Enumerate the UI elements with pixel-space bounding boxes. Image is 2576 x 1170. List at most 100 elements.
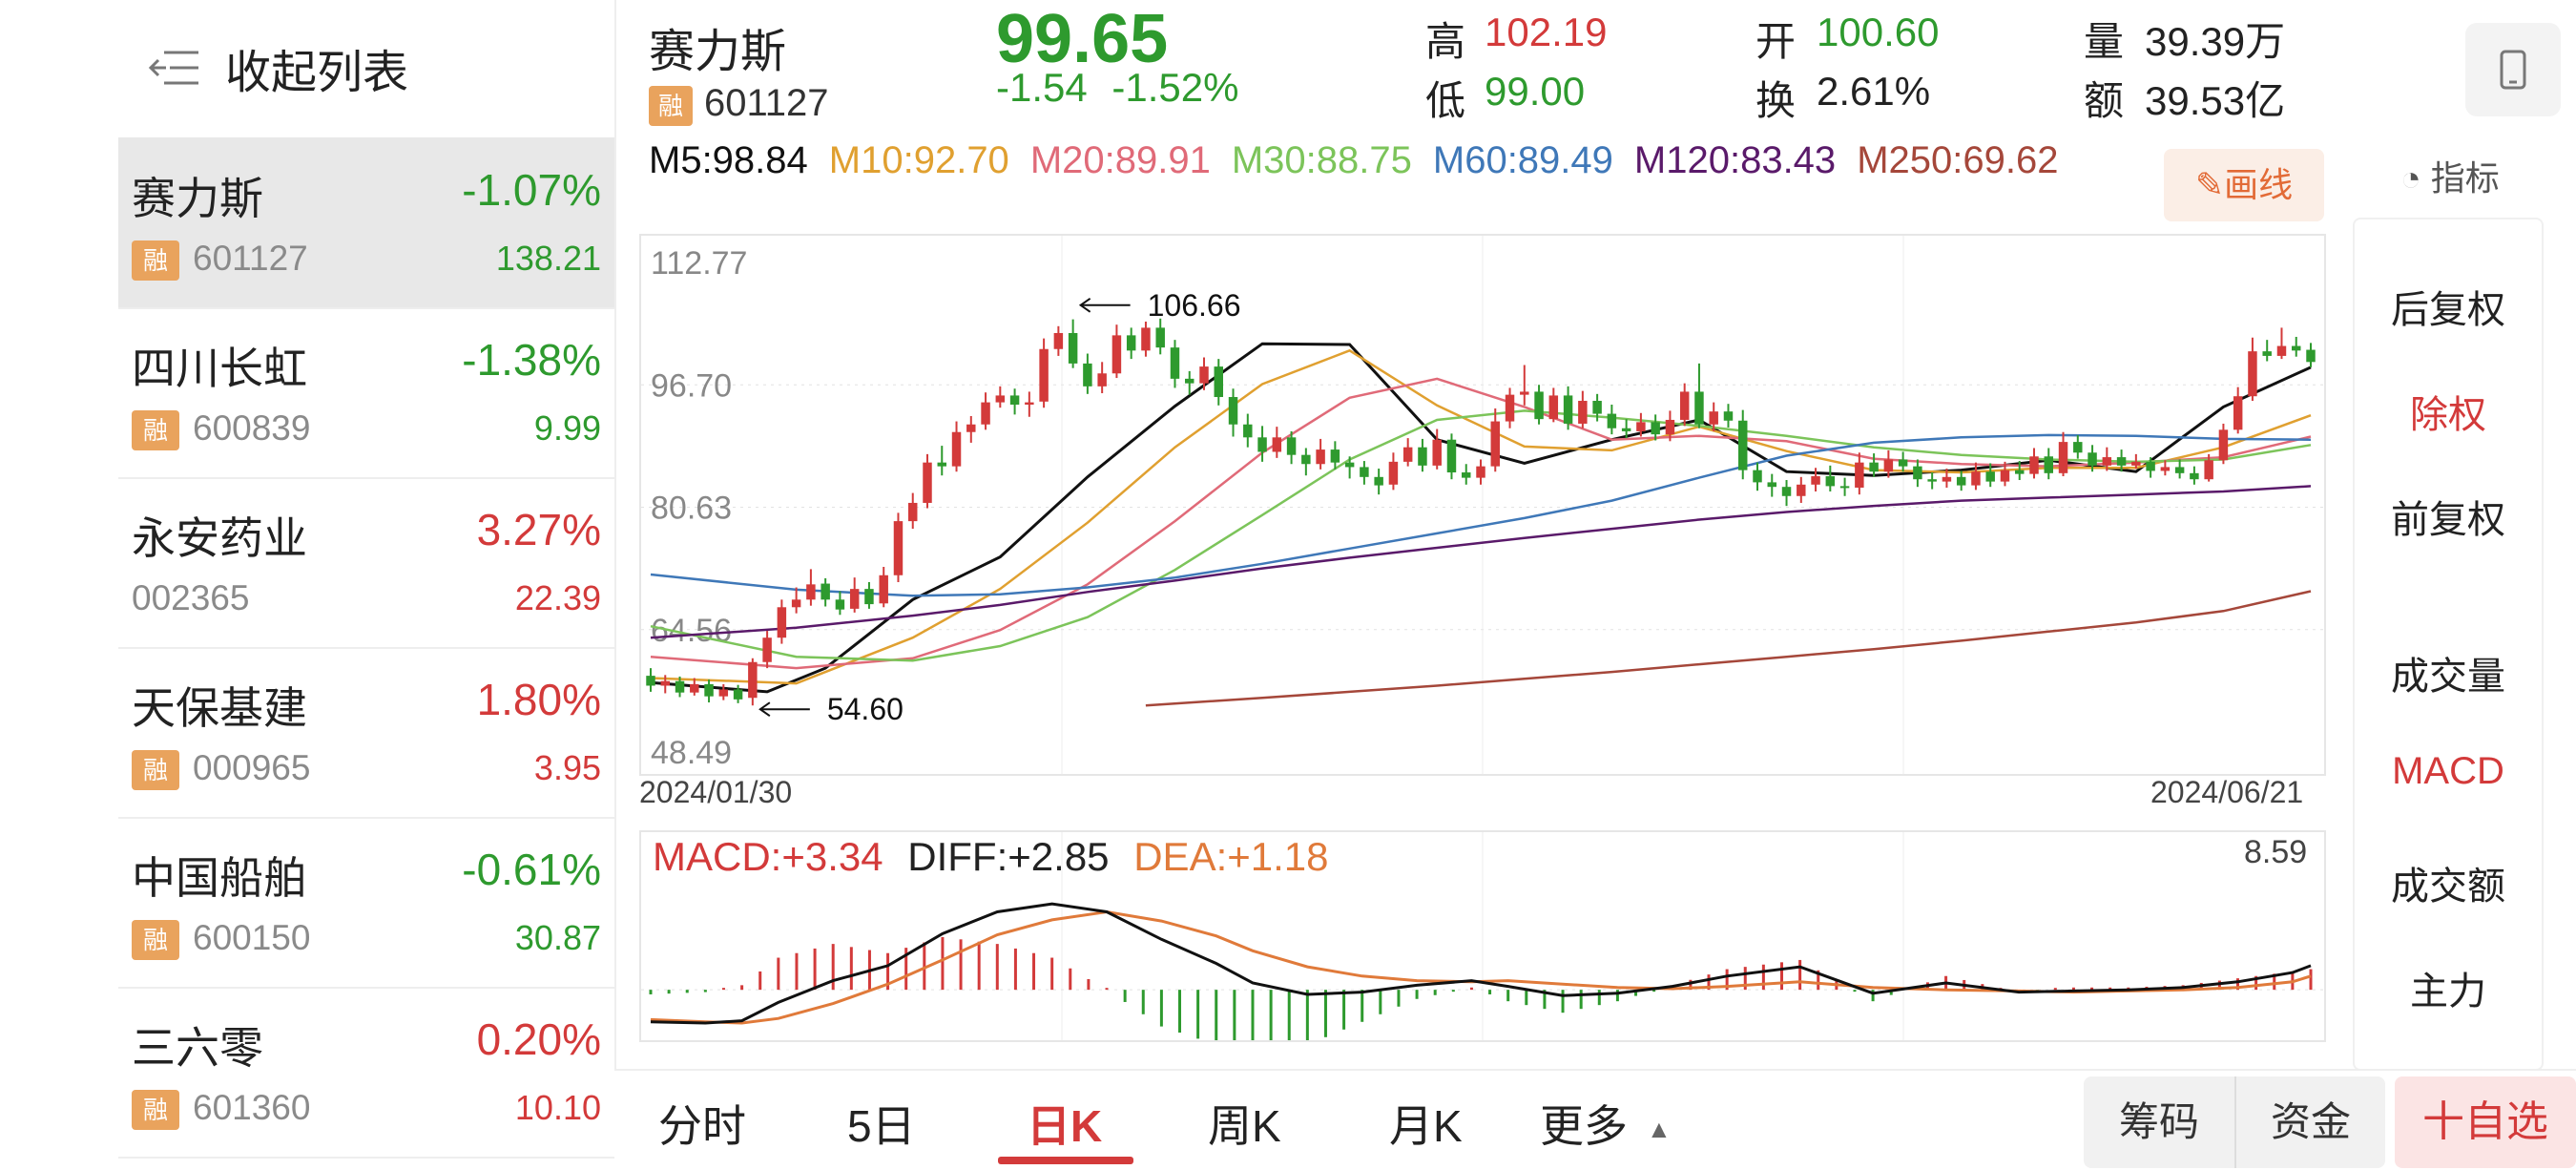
candle: [1214, 359, 1223, 406]
date-start-label: 2024/01/30: [639, 775, 793, 809]
dea-line: [650, 909, 2312, 1025]
amount-value: 39.53亿: [2145, 78, 2286, 123]
watchlist-sidebar: 收起列表 赛力斯 -1.07% 融 601127 138.21 四川长虹 -1.38% 融 60…: [118, 0, 616, 1168]
candle: [1418, 438, 1427, 472]
margin-badge: 融: [132, 1090, 179, 1130]
candle: [923, 453, 932, 509]
candle: [1942, 469, 1952, 488]
candle: [718, 683, 729, 700]
ma-legend: M5:98.84 M10:92.70 M20:89.91 M30:88.75 M60:8…: [649, 136, 2194, 185]
margin-badge: 融: [132, 750, 179, 790]
annotation-arrowhead: [1078, 297, 1091, 313]
indicator-options-list: 后复权除权前复权成交量 MACD 成交额主力: [2353, 218, 2544, 1071]
price-annotation: 106.66: [1148, 288, 1241, 323]
watchlist-item-pct: -1.07%: [462, 165, 601, 215]
ma-legend-item: M10:92.70: [828, 139, 1009, 181]
candle: [1170, 340, 1180, 388]
candle: [1490, 407, 1500, 472]
period-tab[interactable]: 月K: [1389, 1092, 1463, 1155]
watchlist-item-name: 中国船舶: [132, 853, 307, 903]
candle: [733, 684, 743, 703]
margin-badge: 融: [649, 86, 693, 126]
candle: [1316, 438, 1325, 470]
candle: [762, 631, 772, 669]
period-tab-label: 分时: [658, 1101, 746, 1151]
ma-line-m250: [1145, 590, 2312, 707]
indicator-option[interactable]: MACD: [2392, 750, 2504, 792]
candle: [1025, 391, 1034, 417]
indicator-option[interactable]: 成交量: [2391, 656, 2505, 698]
candle: [1330, 441, 1340, 470]
watchlist-item[interactable]: 三六零 0.20% 融 601360 10.10: [118, 987, 614, 1159]
collapse-list-button[interactable]: 收起列表: [147, 34, 408, 101]
watchlist-item-price: 138.21: [495, 239, 601, 278]
period-tab[interactable]: 更多 ▲: [1540, 1092, 1672, 1155]
chips-button[interactable]: 筹码: [2118, 1099, 2199, 1144]
candle: [675, 676, 685, 698]
indicator-label: 指标: [2430, 158, 2500, 198]
candle: [1097, 362, 1107, 394]
candle: [1199, 357, 1209, 390]
candle: [1039, 338, 1049, 408]
indicator-option[interactable]: 前复权: [2391, 499, 2505, 541]
ma-legend-item: M5:98.84: [649, 139, 808, 181]
candle: [1388, 452, 1399, 491]
candle: [1913, 459, 1922, 488]
watchlist-item-pct: 1.80%: [476, 675, 601, 724]
draw-line-button[interactable]: ✎画线: [2164, 149, 2324, 221]
period-tab-label: 日K: [1027, 1101, 1103, 1151]
watchlist-item[interactable]: 中国船舶 -0.61% 融 600150 30.87: [118, 817, 614, 989]
watchlist-item[interactable]: 永安药业 3.27% 002365 22.39: [118, 477, 614, 649]
watchlist-item-pct: -1.38%: [462, 335, 601, 385]
candle: [2015, 461, 2025, 481]
y-tick-label: 80.63: [651, 491, 732, 527]
watchlist-item-name: 赛力斯: [132, 174, 263, 223]
candle: [1344, 456, 1355, 479]
candle: [1286, 430, 1297, 465]
add-watchlist-button[interactable]: 十自选: [2395, 1076, 2576, 1168]
phone-mode-button[interactable]: [2465, 23, 2561, 116]
indicator-option[interactable]: 主力: [2410, 971, 2486, 1013]
candle: [2160, 460, 2171, 476]
indicator-option[interactable]: 成交额: [2391, 866, 2505, 908]
open-label: 开: [1755, 19, 1797, 64]
candle: [806, 569, 816, 606]
ma-line-m120: [650, 485, 2312, 639]
indicator-option[interactable]: 除权: [2410, 394, 2486, 436]
macd-chart[interactable]: [639, 830, 2326, 1055]
period-tab[interactable]: 周K: [1208, 1092, 1281, 1155]
watchlist-item[interactable]: 赛力斯 -1.07% 融 601127 138.21: [118, 137, 614, 309]
current-price: 99.65: [996, 1, 1169, 77]
candle: [660, 675, 670, 694]
margin-badge: 融: [132, 920, 179, 960]
funds-button[interactable]: 资金: [2234, 1076, 2385, 1168]
candle: [1621, 419, 1631, 439]
kline-chart[interactable]: 112.77 96.70 80.63 64.56 48.49 106.66 54.60: [639, 234, 2326, 776]
candle: [1578, 390, 1588, 428]
candle: [2292, 336, 2301, 357]
candle: [1374, 469, 1383, 495]
candle: [1446, 433, 1457, 480]
watchlist-item-name: 永安药业: [132, 513, 307, 563]
indicator-option[interactable]: 后复权: [2391, 289, 2505, 331]
period-tab[interactable]: 分时: [658, 1092, 746, 1155]
indicator-button[interactable]: ◔ 指标: [2400, 151, 2500, 200]
watchlist-item[interactable]: 天保基建 1.80% 融 000965 3.95: [118, 647, 614, 819]
candle: [1155, 318, 1165, 355]
period-tab[interactable]: 5日: [847, 1092, 916, 1155]
watchlist-item-price: 10.10: [514, 1088, 601, 1127]
candle: [1651, 414, 1660, 441]
watchlist-item-code: 600150: [193, 918, 311, 957]
watchlist-item-name: 三六零: [132, 1023, 263, 1073]
period-tab-label: 月K: [1389, 1101, 1463, 1151]
period-tab-label: 更多: [1540, 1101, 1628, 1151]
candle: [1679, 383, 1690, 427]
candle: [1738, 409, 1748, 480]
candle: [1869, 453, 1879, 477]
candle: [1185, 370, 1195, 395]
candle: [1141, 322, 1151, 357]
candle: [2088, 445, 2097, 472]
watchlist-item[interactable]: 四川长虹 -1.38% 融 600839 9.99: [118, 307, 614, 479]
period-tab[interactable]: 日K: [1027, 1092, 1102, 1155]
ma-line-m60: [650, 433, 2312, 597]
